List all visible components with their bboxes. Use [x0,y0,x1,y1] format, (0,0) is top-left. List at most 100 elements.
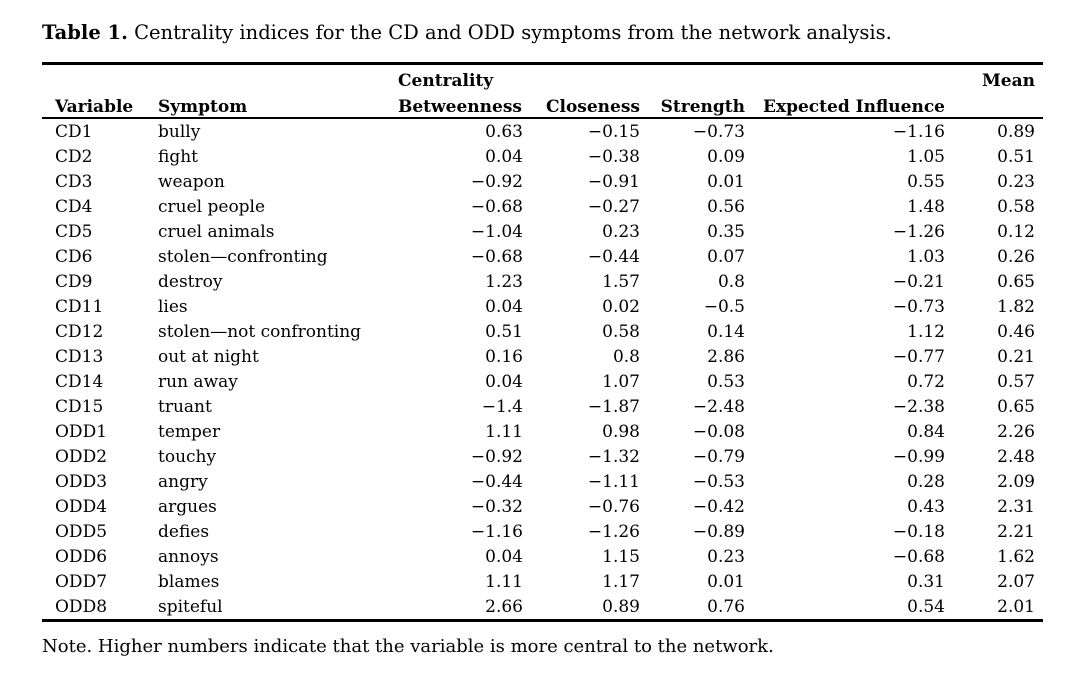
mean-cell: 0.23 [997,171,1035,192]
betweenness-cell: −0.68 [470,246,523,267]
closeness-cell: −0.44 [587,246,640,267]
strength-cell: −0.08 [692,421,745,442]
mean-cell: 0.65 [997,396,1035,417]
expected-influence-cell: −0.77 [892,346,945,367]
header-strength: Strength [660,97,745,117]
header-group-row: Centrality Mean [42,64,1043,92]
symptom-cell: truant [158,396,212,417]
variable-cell: CD15 [55,396,104,417]
header-columns-row: Variable Symptom Betweenness Closeness S… [42,91,1043,118]
table-row: CD14 run away 0.04 1.07 0.53 0.72 0.57 [42,369,1043,394]
strength-cell: 2.86 [707,346,745,367]
strength-cell: 0.8 [717,271,745,292]
table-caption-text: Centrality indices for the CD and ODD sy… [127,21,892,44]
table-row: ODD1 temper 1.11 0.98 −0.08 0.84 2.26 [42,419,1043,444]
expected-influence-cell: 1.48 [907,196,945,217]
variable-cell: CD12 [55,321,104,342]
symptom-cell: stolen—not confronting [158,321,362,342]
betweenness-cell: 0.63 [485,121,523,142]
closeness-cell: −0.38 [587,146,640,167]
header-expected-influence: Expected Influence [763,97,945,117]
variable-cell: ODD1 [55,421,108,442]
variable-cell: CD1 [55,121,93,142]
mean-cell: 0.21 [997,346,1035,367]
closeness-cell: 0.58 [602,321,640,342]
mean-cell: 0.57 [997,371,1035,392]
expected-influence-cell: 0.43 [907,496,945,517]
table-row: CD1 bully 0.63 −0.15 −0.73 −1.16 0.89 [42,118,1043,144]
header-variable: Variable [55,97,134,117]
betweenness-cell: −0.68 [470,196,523,217]
mean-cell: 0.51 [997,146,1035,167]
betweenness-cell: −1.4 [481,396,523,417]
betweenness-cell: −0.92 [470,171,523,192]
symptom-cell: lies [158,296,188,317]
mean-cell: 0.26 [997,246,1035,267]
strength-cell: 0.01 [707,571,745,592]
strength-cell: 0.53 [707,371,745,392]
expected-influence-cell: 0.84 [907,421,945,442]
mean-cell: 2.26 [997,421,1035,442]
symptom-cell: blames [158,571,220,592]
strength-cell: 0.07 [707,246,745,267]
betweenness-cell: 1.23 [485,271,523,292]
betweenness-cell: 0.04 [485,296,523,317]
mean-cell: 1.62 [997,546,1035,567]
mean-cell: 0.89 [997,121,1035,142]
mean-cell: 2.31 [997,496,1035,517]
variable-cell: ODD3 [55,471,108,492]
expected-influence-cell: 1.05 [907,146,945,167]
table-row: CD11 lies 0.04 0.02 −0.5 −0.73 1.82 [42,294,1043,319]
table-row: ODD7 blames 1.11 1.17 0.01 0.31 2.07 [42,569,1043,594]
variable-cell: ODD5 [55,521,108,542]
variable-cell: ODD8 [55,596,108,617]
strength-cell: −2.48 [692,396,745,417]
betweenness-cell: 2.66 [485,596,523,617]
header-centrality-group: Centrality [398,71,494,91]
expected-influence-cell: 1.12 [907,321,945,342]
mean-cell: 0.65 [997,271,1035,292]
variable-cell: CD2 [55,146,93,167]
table-caption: Table 1. Centrality indices for the CD a… [42,20,1043,46]
table-row: ODD2 touchy −0.92 −1.32 −0.79 −0.99 2.48 [42,444,1043,469]
symptom-cell: stolen—confronting [158,246,328,267]
header-betweenness: Betweenness [398,97,522,117]
closeness-cell: 0.23 [602,221,640,242]
symptom-cell: spiteful [158,596,223,617]
mean-cell: 2.07 [997,571,1035,592]
closeness-cell: −1.32 [587,446,640,467]
symptom-cell: annoys [158,546,219,567]
mean-cell: 0.58 [997,196,1035,217]
closeness-cell: 1.17 [602,571,640,592]
table-row: CD4 cruel people −0.68 −0.27 0.56 1.48 0… [42,194,1043,219]
betweenness-cell: −1.04 [470,221,523,242]
betweenness-cell: −0.92 [470,446,523,467]
variable-cell: CD4 [55,196,93,217]
mean-cell: 2.21 [997,521,1035,542]
expected-influence-cell: 0.54 [907,596,945,617]
table-row: ODD6 annoys 0.04 1.15 0.23 −0.68 1.62 [42,544,1043,569]
variable-cell: CD13 [55,346,104,367]
strength-cell: 0.76 [707,596,745,617]
expected-influence-cell: −0.73 [892,296,945,317]
header-spacer [753,64,953,92]
strength-cell: −0.53 [692,471,745,492]
strength-cell: 0.09 [707,146,745,167]
variable-cell: CD3 [55,171,93,192]
header-closeness: Closeness [545,97,640,117]
table-row: CD2 fight 0.04 −0.38 0.09 1.05 0.51 [42,144,1043,169]
closeness-cell: −0.15 [587,121,640,142]
betweenness-cell: 0.04 [485,146,523,167]
symptom-cell: weapon [158,171,225,192]
expected-influence-cell: −1.26 [892,221,945,242]
symptom-cell: argues [158,496,217,517]
mean-cell: 0.46 [997,321,1035,342]
table-row: ODD5 defies −1.16 −1.26 −0.89 −0.18 2.21 [42,519,1043,544]
centrality-table: Centrality Mean Variable Symptom Between… [42,62,1043,622]
header-spacer [531,64,648,92]
header-spacer [158,64,398,92]
expected-influence-cell: −0.21 [892,271,945,292]
symptom-cell: bully [158,121,201,142]
strength-cell: 0.23 [707,546,745,567]
